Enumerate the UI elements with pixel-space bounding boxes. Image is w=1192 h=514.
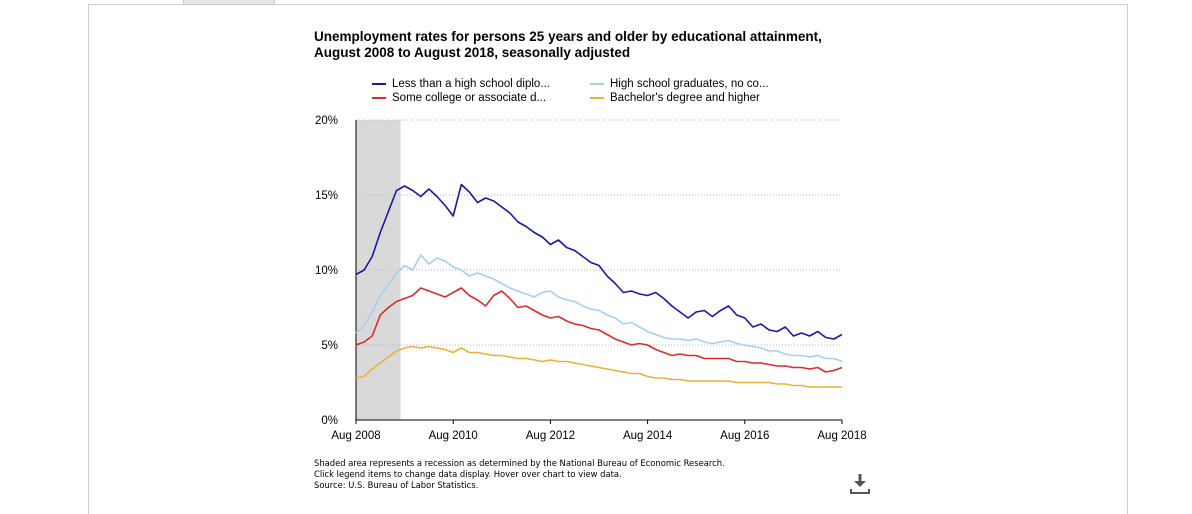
note-source: Source: U.S. Bureau of Labor Statistics. [314, 480, 479, 490]
x-tick-label: Aug 2014 [623, 430, 673, 442]
x-tick-label: Aug 2008 [331, 430, 380, 442]
chart-title-line-1: Unemployment rates for persons 25 years … [314, 29, 822, 44]
x-tick-label: Aug 2012 [526, 430, 575, 442]
series-line-2[interactable] [355, 287, 843, 373]
y-tick-label: 10% [315, 265, 338, 277]
y-tick-label: 20% [315, 115, 338, 127]
series-line-3[interactable] [355, 345, 842, 388]
x-tick-label: Aug 2010 [429, 430, 478, 442]
chart-panel [88, 4, 1128, 514]
note-recession: Shaded area represents a recession as de… [314, 458, 725, 468]
legend-swatch [590, 97, 604, 99]
x-tick-label: Aug 2016 [720, 430, 769, 442]
legend-swatch [372, 83, 386, 85]
legend-swatch [372, 97, 386, 99]
x-tick-label: Aug 2018 [817, 430, 866, 442]
download-button[interactable] [849, 472, 871, 496]
chart-title: Unemployment rates for persons 25 years … [314, 29, 874, 61]
y-tick-label: 0% [321, 415, 338, 427]
legend-label: Less than a high school diplo... [392, 78, 550, 90]
legend-label: High school graduates, no co... [610, 78, 769, 90]
legend-label: Some college or associate d... [392, 92, 547, 104]
legend-swatch [590, 83, 604, 85]
series-line-0[interactable] [355, 183, 843, 340]
legend-item-bachelors[interactable]: Bachelor's degree and higher [590, 91, 808, 105]
tab-stub[interactable] [183, 0, 275, 5]
legend-item-hs-graduates[interactable]: High school graduates, no co... [590, 77, 808, 91]
y-tick-label: 5% [321, 340, 338, 352]
chart-legend: Less than a high school diplo... High sc… [372, 77, 812, 105]
chart-title-line-2: August 2008 to August 2018, seasonally a… [314, 45, 631, 60]
y-tick-label: 15% [315, 190, 338, 202]
chart-notes: Shaded area represents a recession as de… [314, 458, 834, 491]
line-chart[interactable]: 0% 5% 10% 15% 20% Aug 2008 Aug 2010 Aug 2012 Aug… [0, 0, 1192, 500]
legend-item-less-than-hs[interactable]: Less than a high school diplo... [372, 77, 590, 91]
download-icon [850, 474, 870, 494]
legend-item-some-college[interactable]: Some college or associate d... [372, 91, 590, 105]
note-instructions: Click legend items to change data displa… [314, 469, 622, 479]
legend-label: Bachelor's degree and higher [610, 92, 760, 104]
series-line-1[interactable] [355, 254, 843, 363]
